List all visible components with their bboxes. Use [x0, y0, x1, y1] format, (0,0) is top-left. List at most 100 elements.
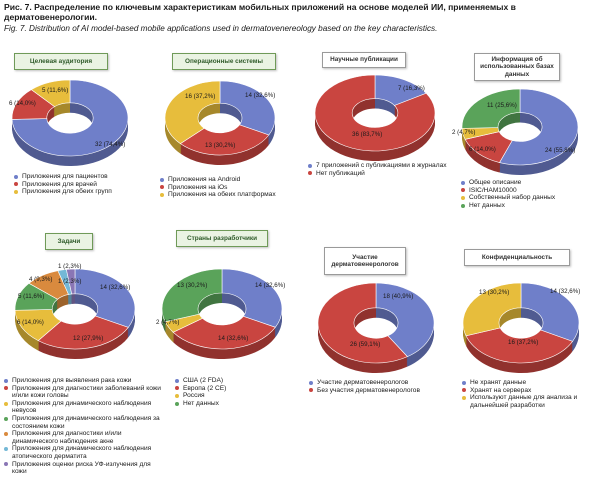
legend-marker [309, 380, 313, 385]
legend-marker [4, 462, 8, 467]
legend-item: Нет данных [175, 400, 275, 408]
legend-marker [175, 393, 179, 398]
legend-item: Приложения для динамического наблюдения … [4, 415, 164, 430]
data-label: 6 (14,0%) [17, 319, 44, 326]
donut-5: 14 (32,6%) 14 (32,6%) 2 (4,7%) 13 (30,2%) [156, 268, 285, 360]
chart-title: Страны разработчики [176, 230, 268, 247]
legend-item: Приложения для динамического наблюдения … [4, 445, 164, 460]
legend-os: Приложения на Android Приложения на iOs Пр… [160, 176, 300, 199]
legend-marker [462, 380, 466, 385]
legend-item: Собственный набор данных [461, 194, 586, 202]
slice [74, 268, 136, 328]
slice [462, 282, 522, 337]
legend-item: Приложения для диагностики и/или динамич… [4, 430, 164, 445]
legend-item: Приложения для пациентов [14, 173, 154, 181]
legend-marker [175, 378, 179, 383]
legend-label: Используют данные для анализа и дальнейш… [470, 394, 578, 409]
legend-label: 7 приложений с публикациями в журналах [316, 162, 447, 169]
data-label: 14 (32,6%) [255, 282, 285, 289]
legend-label: Европа (2 CE) [183, 384, 227, 392]
slice [179, 124, 270, 156]
data-label: 1 (2,3%) [58, 263, 81, 270]
legend-marker [14, 189, 18, 194]
chart-title: Операционные системы [172, 53, 276, 70]
legend-item: Приложения для динамического наблюдения … [4, 400, 164, 415]
legend-marker [462, 395, 466, 400]
legend-item: Хранят на серверах [462, 387, 590, 395]
legend-label: Приложения для обеих групп [22, 188, 112, 196]
chart-title: Конфиденциальность [464, 249, 570, 266]
data-label: 13 (30,2%) [205, 142, 235, 149]
slice [499, 88, 579, 166]
legend-marker [4, 378, 8, 383]
data-label: 36 (83,7%) [352, 131, 382, 138]
legend-marker [461, 180, 465, 185]
legend-marker [461, 188, 465, 193]
chart-title: Научные публикации [322, 52, 406, 68]
donut-3: 24 (55,8%) 6 (14,0%) 2 (4,7%) 11 (25,6%) [452, 88, 579, 175]
data-label: 13 (30,2%) [177, 282, 207, 289]
legend-label: Приложения на iOs [168, 183, 228, 191]
data-label: 16 (37,2%) [508, 339, 538, 346]
legend-marker [308, 171, 312, 176]
legend-countries: США (2 FDA) Европа (2 CE) Россия Нет данных [175, 377, 275, 407]
slice [465, 327, 573, 364]
legend-databases: Общее описание ISIC/HAM10000 Собственный н… [461, 179, 586, 209]
legend-marker [175, 401, 179, 406]
data-label: 6 (14,0%) [9, 100, 36, 107]
chart-title: Целевая аудитория [14, 53, 108, 70]
legend-item: Общее описание [461, 179, 586, 187]
legend-label: Россия [183, 392, 205, 400]
data-label: 14 (32,6%) [550, 288, 580, 295]
slice [172, 315, 276, 350]
legend-label: Не хранят данные [470, 379, 527, 386]
legend-item: Приложения для обеих групп [14, 188, 154, 196]
slice [219, 80, 276, 136]
donut-6: 18 (40,9%) 26 (59,1%) [317, 282, 435, 373]
data-label: 2 (4,7%) [452, 129, 475, 136]
slice [221, 268, 283, 328]
legend-label: Приложения на Android [168, 176, 241, 183]
legend-marker [4, 431, 8, 436]
legend-label: Без участия дерматовенерологов [317, 386, 420, 394]
data-label: 6 (14,0%) [469, 146, 496, 153]
legend-label: США (2 FDA) [183, 377, 224, 384]
legend-marker [308, 163, 312, 168]
data-label: 18 (40,9%) [383, 293, 413, 300]
legend-label: Приложения для пациентов [22, 173, 108, 180]
data-label: 24 (55,8%) [545, 147, 575, 154]
slice [520, 282, 580, 342]
data-label: 5 (11,6%) [18, 293, 44, 300]
legend-target-audience: Приложения для пациентов Приложения для в… [14, 173, 154, 196]
chart-title: Задачи [45, 233, 93, 250]
legend-label: Участие дерматовенерологов [317, 379, 409, 386]
legend-label: Нет данных [469, 201, 505, 209]
legend-marker [461, 203, 465, 208]
legend-marker [4, 386, 8, 391]
legend-label: Приложения для динамического наблюдения … [12, 414, 160, 430]
data-label: 11 (25,6%) [487, 102, 517, 109]
legend-label: ISIC/HAM10000 [469, 186, 517, 194]
legend-marker [175, 386, 179, 391]
legend-label: Общее описание [469, 179, 522, 186]
legend-item: Приложения для врачей [14, 181, 154, 189]
legend-marker [160, 192, 164, 197]
legend-label: Нет публикаций [316, 169, 365, 177]
slice [37, 315, 129, 350]
legend-item: Приложения на обеих платформах [160, 191, 300, 199]
legend-label: Нет данных [183, 399, 219, 407]
legend-item: Без участия дерматовенерологов [309, 387, 459, 395]
legend-item: Россия [175, 392, 275, 400]
legend-item: ISIC/HAM10000 [461, 187, 586, 195]
slice [314, 74, 436, 152]
slice [30, 79, 71, 108]
chart-title: Информация об использованных базах данны… [474, 53, 560, 81]
legend-item: Приложения для выявления рака кожи [4, 377, 164, 385]
legend-marker [462, 388, 466, 393]
legend-item: Нет данных [461, 202, 586, 210]
legend-label: Приложения для динамического наблюдения … [12, 445, 152, 460]
caption-en: Fig. 7. Distribution of AI model-based m… [4, 23, 438, 33]
donut-0: 32 (74,4%) 6 (14,0%) 5 (11,6%) [9, 79, 129, 166]
legend-item: Приложения на Android [160, 176, 300, 184]
legend-dermatologists: Участие дерматовенерологов Без участия де… [309, 379, 459, 394]
